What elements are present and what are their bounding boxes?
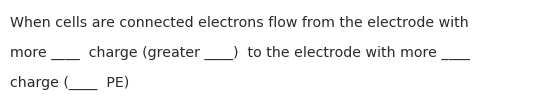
Text: When cells are connected electrons flow from the electrode with: When cells are connected electrons flow … (10, 16, 469, 30)
Text: charge (____  PE): charge (____ PE) (10, 76, 129, 90)
Text: more ____  charge (greater ____)  to the electrode with more ____: more ____ charge (greater ____) to the e… (10, 46, 470, 60)
